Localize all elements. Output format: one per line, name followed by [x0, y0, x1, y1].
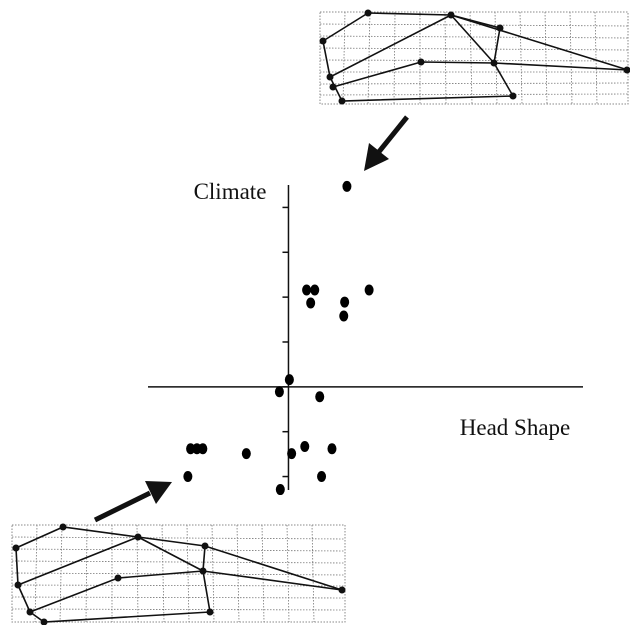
point	[241, 448, 251, 460]
point	[183, 471, 193, 483]
point	[315, 391, 325, 403]
point	[186, 443, 196, 455]
point	[340, 296, 350, 308]
point	[327, 443, 337, 455]
point	[302, 284, 312, 296]
point	[198, 443, 208, 455]
landmarks-bottom	[12, 523, 346, 625]
y-axis-label: Climate	[194, 179, 267, 204]
point	[306, 297, 316, 309]
arrow-bottom	[93, 481, 172, 523]
landmarks-top	[319, 9, 630, 105]
point	[310, 284, 320, 296]
x-axis-label: Head Shape	[460, 415, 571, 440]
deformation-grid-bottom	[11, 524, 346, 623]
arrow-top	[364, 115, 409, 171]
point	[275, 484, 285, 496]
deformation-grid-top	[319, 11, 629, 105]
point	[339, 310, 349, 322]
point	[300, 440, 310, 452]
point	[317, 471, 327, 483]
point	[284, 374, 294, 386]
plot	[148, 180, 583, 496]
point	[342, 180, 352, 192]
point	[287, 448, 297, 460]
point	[364, 284, 374, 296]
point	[274, 386, 284, 398]
